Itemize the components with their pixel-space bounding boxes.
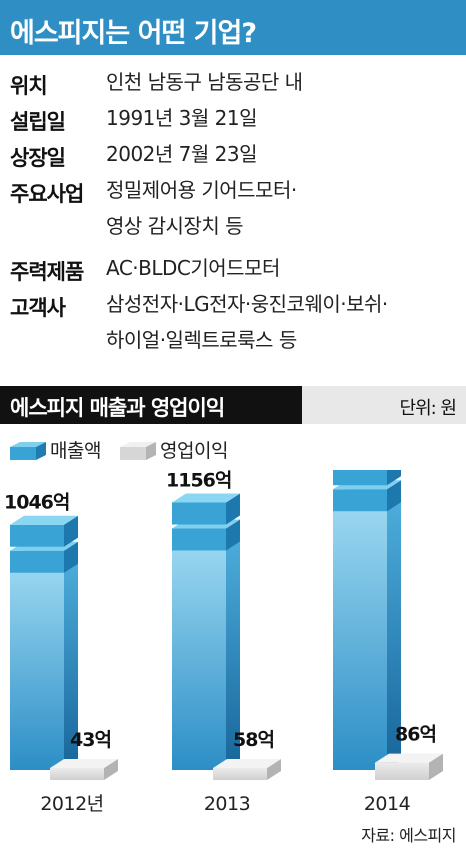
legend-label: 매출액 bbox=[50, 440, 101, 462]
sales-bar bbox=[172, 493, 240, 770]
info-value: 인천 남동구 남동공단 내 bbox=[106, 70, 303, 94]
info-value: 영상 감시장치 등 bbox=[106, 214, 244, 238]
info-value: 1991년 3월 21일 bbox=[106, 106, 258, 130]
info-label: 주력제품 bbox=[10, 260, 84, 284]
info-label: 고객사 bbox=[10, 296, 66, 320]
profit-bar bbox=[50, 759, 118, 780]
sales-bar-cap bbox=[172, 493, 240, 525]
sales-swatch-icon bbox=[10, 442, 46, 460]
sales-bar-cap bbox=[333, 480, 401, 512]
chart-section-bar: 에스피지 매출과 영업이익 단위: 원 bbox=[0, 386, 466, 424]
info-value: 하이얼·일렉트로룩스 등 bbox=[106, 328, 297, 352]
profit-value-label: 86억 bbox=[395, 724, 436, 746]
unit-label: 단위: 원 bbox=[399, 398, 457, 419]
sales-value-label: 1156억 bbox=[166, 470, 231, 491]
profit-bar bbox=[375, 753, 443, 780]
sales-bar bbox=[10, 515, 78, 770]
revenue-profit-chart: 1046억1156억1350억43억58억86억2012년20132014 bbox=[4, 470, 443, 815]
header-banner: 에스피지는 어떤 기업? bbox=[0, 0, 466, 55]
sales-bar-cap bbox=[10, 515, 78, 547]
sales-bar-cap bbox=[333, 470, 401, 486]
category-label: 2012년 bbox=[40, 793, 103, 815]
profit-value-label: 43억 bbox=[70, 729, 111, 751]
info-label: 상장일 bbox=[10, 146, 66, 170]
info-value: AC·BLDC기어드모터 bbox=[106, 256, 280, 280]
info-label: 위치 bbox=[10, 74, 48, 98]
profit-swatch-icon bbox=[120, 442, 156, 460]
profit-bar bbox=[213, 759, 281, 780]
category-label: 2013 bbox=[204, 793, 250, 815]
profit-value-label: 58억 bbox=[233, 729, 274, 751]
info-label: 설립일 bbox=[10, 110, 66, 134]
info-label: 주요사업 bbox=[10, 182, 84, 206]
legend-label: 영업이익 bbox=[160, 440, 228, 462]
sales-value-label: 1046억 bbox=[4, 492, 69, 514]
info-value: 삼성전자·LG전자·웅진코웨이·보쉬· bbox=[106, 292, 388, 316]
sales-bar bbox=[333, 470, 401, 770]
source-note: 자료: 에스피지 bbox=[361, 826, 456, 845]
sales-bar-cap bbox=[10, 541, 78, 573]
chart-title-box: 에스피지 매출과 영업이익 bbox=[0, 386, 302, 424]
chart-legend: 매출액 영업이익 bbox=[0, 436, 466, 466]
page-title: 에스피지는 어떤 기업? bbox=[10, 18, 257, 49]
info-value: 2002년 7월 23일 bbox=[106, 142, 258, 166]
info-value: 정밀제어용 기어드모터· bbox=[106, 178, 297, 202]
chart-title: 에스피지 매출과 영업이익 bbox=[10, 396, 225, 420]
category-label: 2014 bbox=[364, 793, 411, 815]
